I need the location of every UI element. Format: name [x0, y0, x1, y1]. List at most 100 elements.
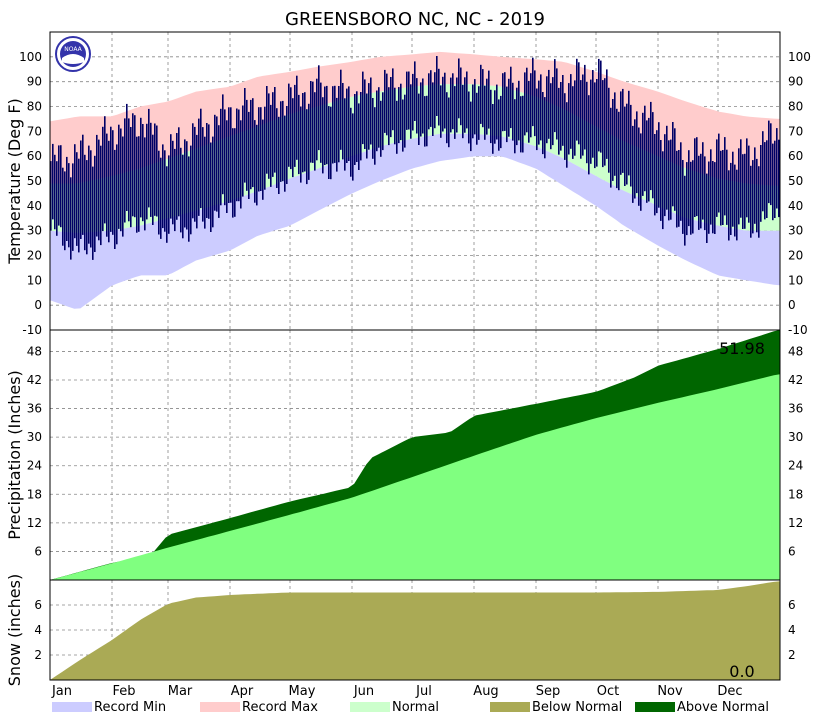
observed-day-bar — [194, 126, 196, 222]
observed-day-bar — [482, 69, 484, 128]
observed-day-bar — [134, 115, 136, 218]
observed-day-bar — [670, 139, 672, 220]
observed-day-bar — [748, 145, 750, 223]
observed-day-bar — [636, 111, 638, 194]
observed-day-bar — [414, 61, 416, 121]
observed-day-bar — [736, 169, 738, 241]
observed-day-bar — [246, 99, 248, 191]
observed-day-bar — [82, 134, 84, 235]
observed-day-bar — [404, 94, 406, 148]
observed-day-bar — [270, 104, 272, 187]
observed-day-bar — [734, 164, 736, 237]
series-snow-below-normal — [50, 581, 780, 680]
observed-day-bar — [172, 140, 174, 225]
observed-day-bar — [592, 70, 594, 158]
observed-day-bar — [684, 175, 686, 246]
observed-day-bar — [676, 150, 678, 228]
observed-day-bar — [586, 81, 588, 164]
observed-day-bar — [514, 99, 516, 154]
observed-day-bar — [298, 94, 300, 175]
observed-day-bar — [328, 106, 330, 179]
noaa-logo-icon: NOAA — [55, 36, 91, 72]
observed-day-bar — [220, 108, 222, 206]
observed-day-bar — [112, 130, 114, 235]
observed-day-bar — [468, 91, 470, 144]
observed-day-bar — [162, 144, 164, 229]
observed-day-bar — [264, 106, 266, 190]
observed-day-bar — [338, 86, 340, 163]
observed-day-bar — [70, 177, 72, 260]
observed-day-bar — [294, 84, 296, 167]
observed-day-bar — [732, 151, 734, 227]
snow-panel: 0.0 2 4 6 2 4 6 Snow (inches) — [5, 574, 796, 686]
observed-day-bar — [430, 70, 432, 127]
observed-day-bar — [144, 137, 146, 231]
observed-day-bar — [656, 130, 658, 214]
observed-day-bar — [184, 139, 186, 228]
temperature-panel: -10 0 10 20 30 40 50 60 70 80 90 100 -10 0 10 20 30 40 50 6… — [5, 31, 811, 337]
y-tick-label-right: 30 — [788, 430, 803, 444]
precipitation-panel: 51.98612182430364248612182430364248Preci… — [5, 329, 803, 581]
observed-day-bar — [506, 86, 508, 143]
observed-day-bar — [350, 107, 352, 177]
observed-day-bar — [666, 125, 668, 210]
observed-day-bar — [176, 133, 178, 220]
observed-day-bar — [422, 78, 424, 134]
observed-day-bar — [164, 150, 166, 232]
observed-day-bar — [360, 92, 362, 161]
y-axis-left: 2 4 6 — [34, 598, 42, 662]
observed-day-bar — [564, 93, 566, 160]
observed-day-bar — [632, 125, 634, 203]
observed-day-bar — [496, 84, 498, 140]
observed-day-bar — [504, 72, 506, 131]
observed-day-bar — [242, 105, 244, 197]
observed-day-bar — [326, 85, 328, 165]
y-tick-label-left: 0 — [34, 298, 42, 312]
y-axis-left: 6 12 18 24 30 36 42 48 — [27, 344, 42, 558]
observed-day-bar — [742, 154, 744, 229]
observed-day-bar — [470, 101, 472, 152]
observed-day-bar — [672, 122, 674, 207]
observed-day-bar — [188, 156, 190, 242]
legend-item: Record Min — [52, 700, 166, 715]
y-tick-label-right: 18 — [788, 487, 803, 501]
observed-day-bar — [548, 69, 550, 139]
observed-day-bar — [552, 77, 554, 146]
observed-day-bar — [760, 145, 762, 222]
observed-day-bar — [706, 173, 708, 243]
observed-day-bar — [678, 150, 680, 227]
observed-day-bar — [124, 118, 126, 223]
observed-day-bar — [114, 149, 116, 249]
observed-day-bar — [190, 145, 192, 235]
observed-day-bar — [260, 107, 262, 191]
observed-day-bar — [276, 108, 278, 188]
observed-day-bar — [456, 77, 458, 133]
observed-day-bar — [770, 123, 772, 206]
observed-day-bar — [444, 72, 446, 129]
observed-day-bar — [716, 139, 718, 217]
observed-day-bar — [248, 111, 250, 199]
observed-day-bar — [620, 91, 622, 175]
observed-day-bar — [368, 83, 370, 150]
observed-day-bar — [150, 122, 152, 217]
observed-day-bar — [450, 77, 452, 133]
observed-day-bar — [466, 71, 468, 129]
y-tick-label-left: 80 — [27, 100, 42, 114]
observed-day-bar — [708, 161, 710, 234]
observed-day-bar — [600, 60, 602, 153]
y-tick-label-right: 4 — [788, 623, 796, 637]
observed-day-bar — [762, 131, 764, 212]
observed-day-bar — [756, 158, 758, 233]
observed-day-bar — [342, 83, 344, 160]
observed-day-bar — [448, 97, 450, 148]
observed-day-bar — [652, 112, 654, 199]
legend-item: Above Normal — [635, 700, 769, 715]
observed-day-bar — [710, 149, 712, 225]
observed-day-bar — [720, 150, 722, 226]
observed-day-bar — [682, 160, 684, 234]
observed-day-bar — [202, 127, 204, 222]
observed-day-bar — [60, 145, 62, 228]
observed-day-bar — [56, 161, 58, 236]
observed-day-bar — [204, 136, 206, 229]
y-tick-label-right: 24 — [788, 459, 803, 473]
